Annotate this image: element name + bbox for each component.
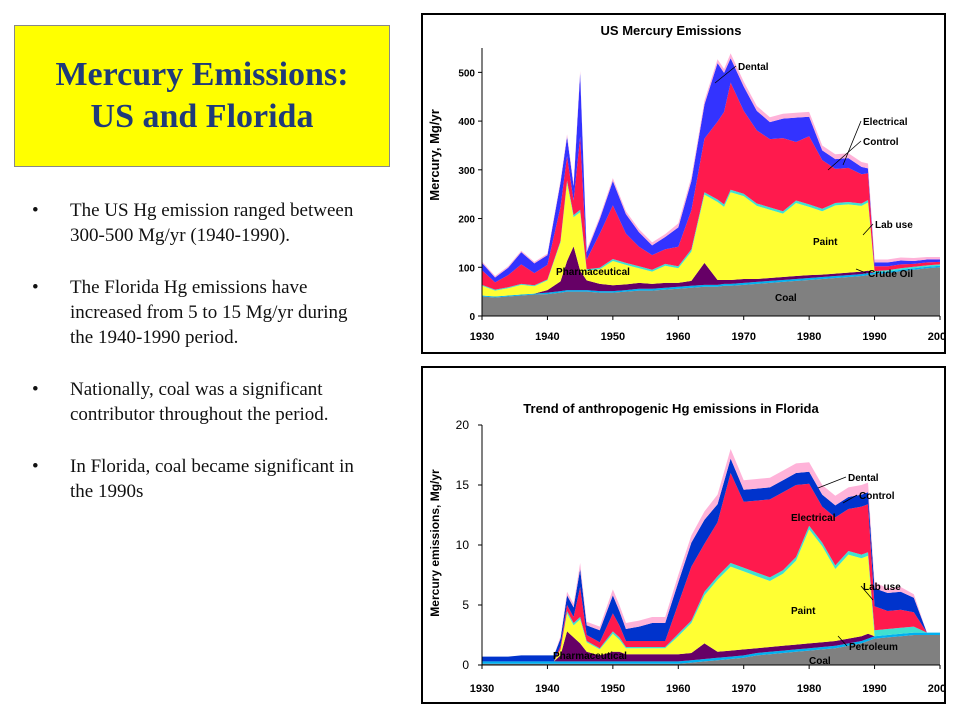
series-area-paint [482,182,940,297]
series-area-paint [482,529,940,662]
y-tick-label: 20 [456,418,470,432]
series-area-control [482,82,940,290]
series-label-dental: Dental [738,62,769,73]
y-tick-label: 100 [458,263,475,274]
series-label-control: Control [859,491,895,502]
series-area-lab-use [482,180,940,291]
y-tick-label: 500 [458,68,475,79]
label-leader-line [714,65,737,84]
x-tick-label: 1960 [666,683,690,695]
series-label-electrical: Electrical [863,117,908,128]
series-label-control: Control [863,137,899,148]
label-leader-line [842,120,862,166]
bullet-item: The Florida Hg emissions have increased … [30,275,375,350]
series-label-paint: Paint [813,237,838,248]
x-tick-label: 1950 [601,331,625,343]
series-label-paint: Paint [791,606,816,617]
x-tick-label: 1930 [470,331,494,343]
label-leader-line [860,585,874,601]
y-tick-label: 15 [456,478,470,492]
x-tick-label: 1990 [862,331,886,343]
y-axis-label: Mercury emissions, Mg/yr [428,469,442,617]
series-label-dental: Dental [848,473,879,484]
series-area-crude-oil [482,265,940,298]
series-area-coal [482,635,940,665]
y-tick-label: 300 [458,166,475,177]
x-tick-label: 1960 [666,331,690,343]
y-tick-label: 0 [469,312,475,323]
label-leader-line [837,635,848,647]
x-tick-label: 1940 [535,683,559,695]
bullet-item: In Florida, coal became significant in t… [30,454,375,504]
label-leader-line [842,494,858,504]
series-label-pharmaceutical: Pharmaceutical [553,651,627,662]
series-label-pharmaceutical: Pharmaceutical [556,267,630,278]
x-tick-label: 1950 [601,683,625,695]
series-area-electrical [482,58,940,283]
y-axis-label: Mercury, Mg/yr [427,109,442,201]
series-label-petroleum: Petroleum [849,642,898,653]
series-area-coal [482,267,940,316]
chart-title: US Mercury Emissions [601,23,742,38]
label-leader-line [855,268,867,274]
series-label-electrical: Electrical [791,513,836,524]
label-leader-line [817,476,847,489]
series-label-coal: Coal [775,293,797,304]
y-tick-label: 0 [462,658,469,672]
x-tick-label: 1970 [731,331,755,343]
series-label-coal: Coal [809,656,831,667]
y-tick-label: 200 [458,215,475,226]
x-tick-label: 1980 [797,331,821,343]
series-label-crude-oil: Crude Oil [868,269,913,280]
label-leader-line [862,223,874,236]
label-leader-line [827,140,862,171]
x-tick-label: 1970 [731,683,755,695]
slide-title: Mercury Emissions: US and Florida [55,54,348,138]
y-tick-label: 5 [462,598,469,612]
series-area-electrical [482,473,940,662]
series-label-lab-use: Lab use [875,220,913,231]
bullet-item: Nationally, coal was a significant contr… [30,377,375,427]
x-tick-label: 1980 [797,683,821,695]
slide-title-line1: Mercury Emissions: [55,56,349,93]
series-area-petroleum [482,632,940,664]
y-tick-label: 10 [456,538,470,552]
x-tick-label: 1930 [470,683,494,695]
series-label-lab-use: Lab use [863,582,901,593]
slide-title-line2: US and Florida [90,98,314,135]
bullet-list: The US Hg emission ranged between 300-50… [30,198,375,531]
chart-title: Trend of anthropogenic Hg emissions in F… [523,401,819,416]
series-area-pharmaceutical [482,631,940,662]
y-tick-label: 400 [458,117,475,128]
slide-title-box: Mercury Emissions: US and Florida [14,25,390,167]
x-tick-label: 1990 [862,683,886,695]
x-tick-label: 1940 [535,331,559,343]
bullet-item: The US Hg emission ranged between 300-50… [30,198,375,248]
